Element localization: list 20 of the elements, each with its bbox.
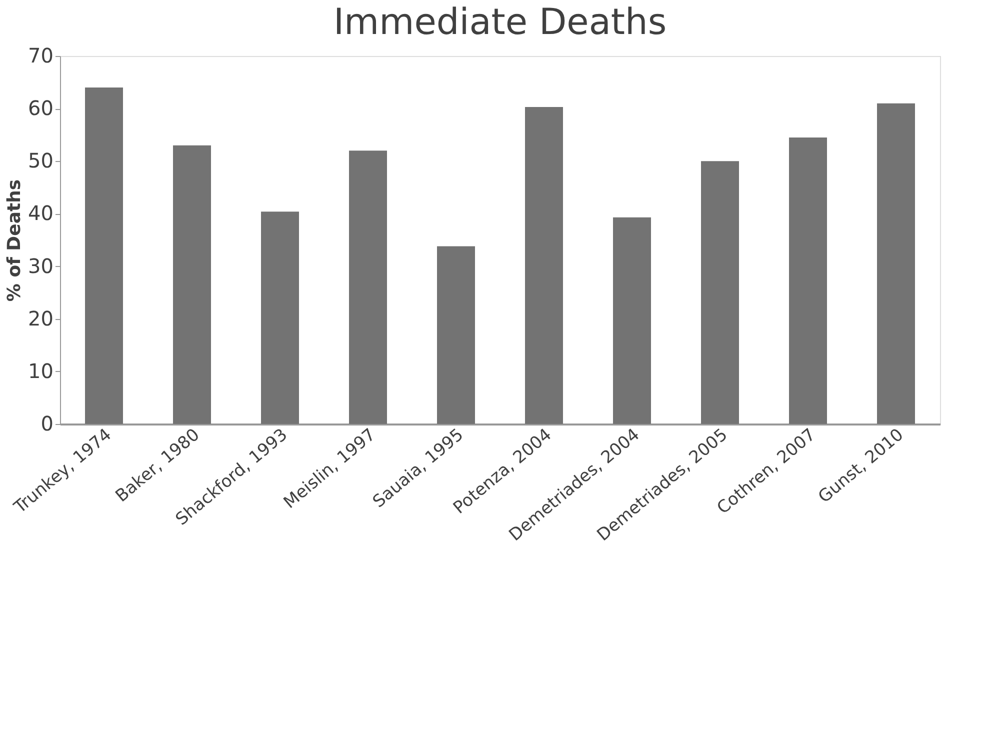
bar xyxy=(877,103,915,424)
y-tick-label: 50 xyxy=(28,148,54,173)
y-tick-label: 70 xyxy=(28,44,54,68)
bar xyxy=(789,137,827,424)
bar xyxy=(173,145,211,424)
y-tick-label: 40 xyxy=(28,201,54,226)
y-tick-label: 60 xyxy=(28,96,54,120)
y-axis-title: % of Deaths xyxy=(4,179,26,302)
y-tick-label: 0 xyxy=(40,412,54,436)
y-tick-label: 20 xyxy=(28,306,54,330)
bar xyxy=(525,106,563,424)
chart-title: Immediate Deaths xyxy=(333,2,667,43)
bar xyxy=(613,217,651,424)
y-tick-label: 30 xyxy=(28,254,54,278)
bar xyxy=(85,88,123,424)
bar xyxy=(701,161,739,424)
bar xyxy=(349,150,387,424)
bar xyxy=(261,212,299,424)
y-tick-label: 10 xyxy=(28,358,54,383)
bar xyxy=(437,246,475,424)
